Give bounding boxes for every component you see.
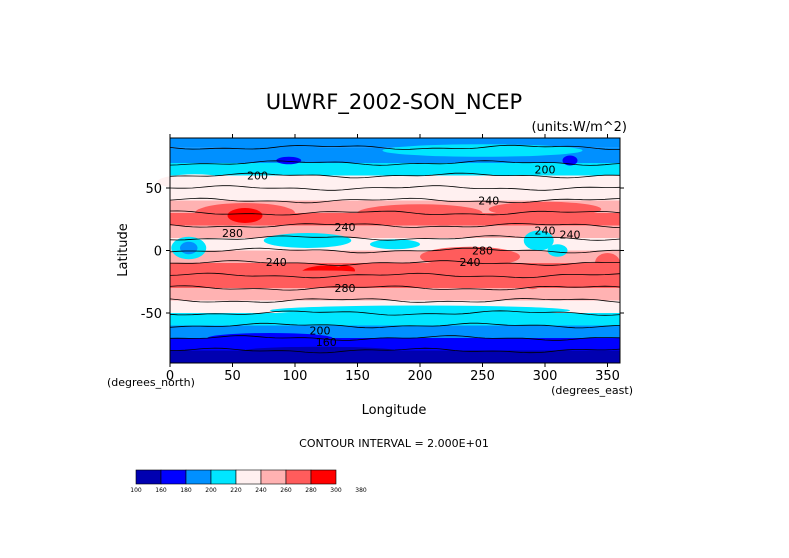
contour-feature [357,204,483,222]
contour-label: 240 [266,256,287,269]
contour-label: 160 [316,336,337,349]
y-tick-label: -50 [141,307,162,322]
contour-feature [227,208,263,223]
x-tick-label: 300 [533,369,558,384]
x-tick-label: 250 [470,369,495,384]
contour-line [169,335,621,341]
colorbar-swatch [285,469,312,485]
contour-line [169,235,621,241]
contour-label: 240 [478,195,499,208]
contour-label: 280 [222,227,243,240]
y-axis-ticks: 50 0 -50 [141,182,624,322]
contour-feature [595,253,620,273]
contour-feature [370,239,420,250]
y-tick-label: 50 [145,182,162,197]
contour-band [170,350,620,363]
colorbar-label: 280 [305,487,317,494]
contour-feature [245,346,395,355]
contour-feature [307,175,533,188]
x-tick-label: 200 [408,369,433,384]
contour-line [169,298,621,303]
colorbar-swatch [310,469,337,485]
contour-feature [157,174,233,190]
contour-line [169,210,621,216]
contour-label: 280 [335,282,356,295]
y-axis-title: Latitude [116,223,131,277]
contour-band [170,138,620,148]
colorbar-swatch [235,469,262,485]
chart-title: ULWRF_2002-SON_NCEP [266,90,522,115]
contour-band [170,263,620,276]
contour-feature [180,241,198,255]
x-tick-label: 100 [283,369,308,384]
colorbar-label: 240 [255,487,267,494]
contour-line [170,347,621,354]
contour-feature [276,156,302,165]
contour-interval-note: CONTOUR INTERVAL = 2.000E+01 [299,437,489,450]
contour-line [169,185,621,191]
contour-line [169,310,621,316]
x-tick-label: 0 [166,369,174,384]
contour-feature [270,305,570,316]
contour-line [169,160,621,166]
contour-feature [562,155,578,166]
colorbar-swatch [210,469,237,485]
contour-line [169,197,621,204]
contour-line [169,144,621,151]
colorbar-label: 180 [180,487,192,494]
y-unit-label: (degrees_north) [107,376,195,389]
contour-line [169,247,620,254]
x-tick-label: 50 [224,369,241,384]
contour-line [169,322,621,329]
colorbar-label: 160 [155,487,167,494]
contour-feature [523,230,554,251]
contour-band [170,288,620,301]
x-axis-title: Longitude [362,403,427,418]
contour-lines [169,144,621,354]
units-label: (units:W/m^2) [531,120,627,135]
contour-feature [382,144,583,157]
contour-feature [195,145,345,161]
colorbar-swatch [260,469,287,485]
contour-label: 200 [247,170,268,183]
contour-band [170,163,620,176]
colorbar-label: 200 [205,487,217,494]
colorbar-label: 380 [355,487,367,494]
colorbar-label: 300 [330,487,342,494]
contour-label: 200 [310,325,331,338]
x-axis-ticks: 0 50 100 150 200 250 300 350 [166,134,620,384]
colorbar-label: 260 [280,487,292,494]
x-unit-label: (degrees_east) [551,384,633,397]
contour-line [169,172,621,179]
contour-feature [547,244,568,257]
contour-feature [420,246,520,267]
contour-label: 240 [535,225,556,238]
contour-label: 240 [335,221,356,234]
x-tick-label: 150 [345,369,370,384]
contour-line [169,260,620,266]
colorbar-label: 220 [230,487,242,494]
contour-label: 280 [472,245,493,258]
contour-line [169,285,621,291]
contour-band [170,188,620,201]
colorbar-swatch [160,469,187,485]
x-tick-label: 350 [595,369,620,384]
contour-feature [263,233,352,248]
contour-band [170,313,620,326]
contour-label: 240 [560,228,581,241]
colorbar: 100 160 180 200 220 240 260 280 300 380 [130,469,367,494]
colorbar-swatch [135,469,162,485]
contour-feature [382,340,608,348]
contour-label: 240 [460,256,481,269]
contour-label: 200 [535,163,556,176]
colorbar-swatch [185,469,212,485]
colorbar-label: 100 [130,487,142,494]
contour-line [169,272,621,279]
y-tick-label: 0 [154,245,162,260]
contour-line [169,223,621,228]
